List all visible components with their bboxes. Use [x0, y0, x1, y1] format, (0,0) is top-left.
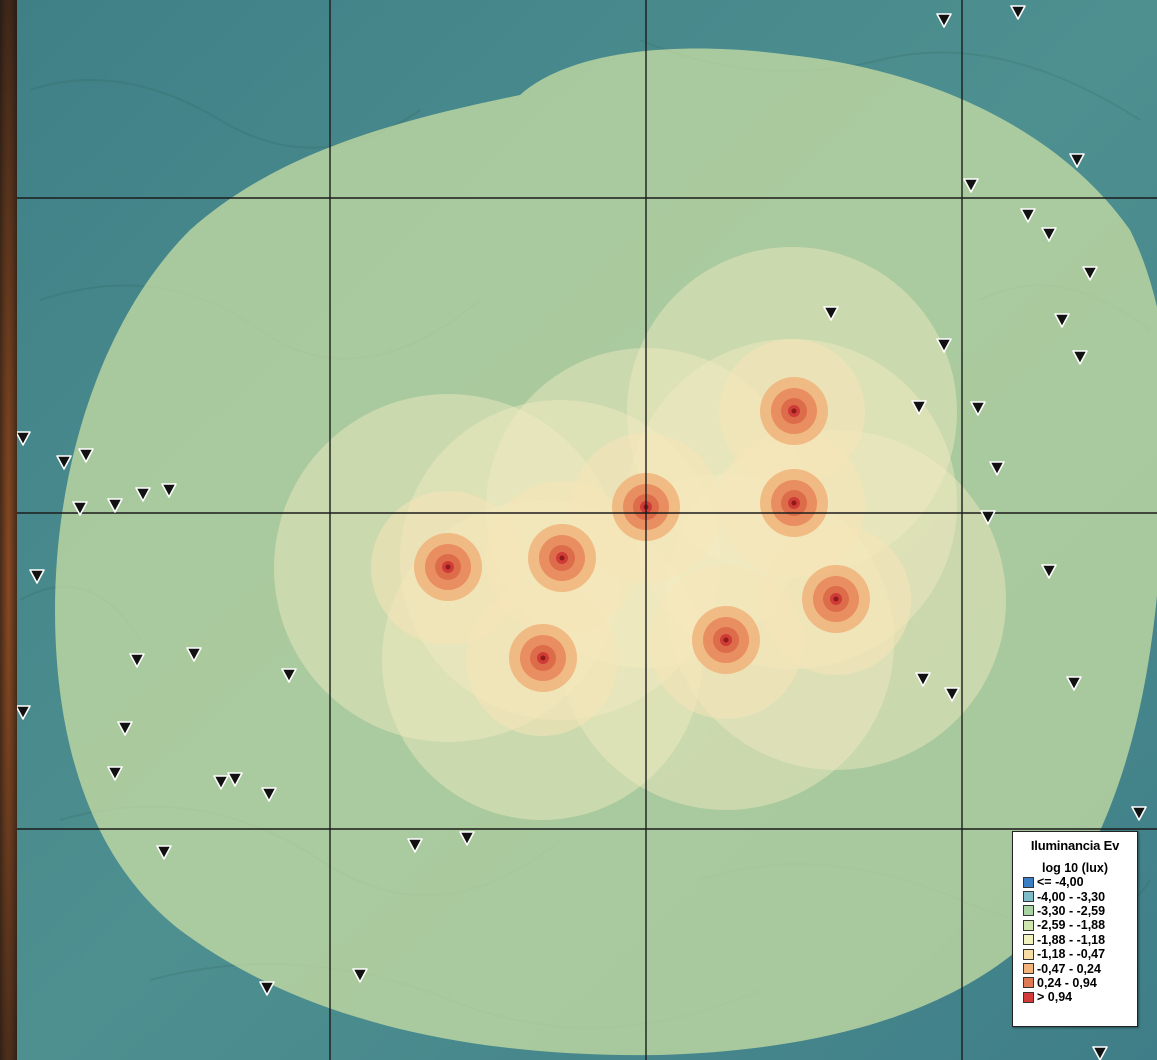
observer-marker-icon [1082, 266, 1098, 281]
legend-label: -1,18 - -0,47 [1037, 947, 1106, 962]
left-photo-strip [0, 0, 17, 1060]
observer-marker-icon [227, 772, 243, 787]
legend-swatch [1023, 963, 1034, 975]
light-source-icon [509, 624, 577, 692]
observer-marker-icon [156, 845, 172, 860]
observer-marker-icon [1066, 676, 1082, 691]
light-source-icon [802, 565, 870, 633]
map-grid [17, 0, 1157, 1060]
legend-item: 0,24 - 0,94 [1023, 976, 1137, 990]
observer-marker-icon [17, 431, 31, 446]
observer-markers [17, 5, 1147, 1060]
observer-marker-icon [72, 501, 88, 516]
observer-marker-icon [56, 455, 72, 470]
observer-marker-icon [936, 338, 952, 353]
legend-swatch [1023, 977, 1034, 989]
legend-label: 0,24 - 0,94 [1037, 975, 1097, 990]
legend-swatch [1023, 934, 1034, 946]
observer-marker-icon [944, 687, 960, 702]
observer-marker-icon [823, 306, 839, 321]
observer-marker-icon [963, 178, 979, 193]
observer-marker-icon [135, 487, 151, 502]
legend-swatch [1023, 905, 1034, 917]
legend-swatch [1023, 991, 1034, 1003]
observer-marker-icon [989, 461, 1005, 476]
light-source-icon [760, 469, 828, 537]
observer-marker-icon [261, 787, 277, 802]
legend-item: -1,88 - -1,18 [1023, 933, 1137, 947]
light-source-icon [760, 377, 828, 445]
observer-marker-icon [915, 672, 931, 687]
observer-marker-icon [29, 569, 45, 584]
light-source-icon [528, 524, 596, 592]
observer-marker-icon [107, 766, 123, 781]
observer-marker-icon [281, 668, 297, 683]
observer-marker-icon [78, 448, 94, 463]
legend-swatch [1023, 891, 1034, 903]
legend-label: <= -4,00 [1037, 875, 1084, 890]
observer-marker-icon [117, 721, 133, 736]
observer-marker-icon [459, 831, 475, 846]
light-source-icon [414, 533, 482, 601]
legend-label: -0,47 - 0,24 [1037, 961, 1101, 976]
observer-marker-icon [1054, 313, 1070, 328]
observer-marker-icon [936, 13, 952, 28]
legend-item: -2,59 - -1,88 [1023, 918, 1137, 932]
legend-swatch [1023, 876, 1034, 888]
legend-items: <= -4,00 -4,00 - -3,30 -3,30 - -2,59 -2,… [1013, 875, 1137, 1005]
legend-item: <= -4,00 [1023, 875, 1137, 889]
observer-marker-icon [1092, 1046, 1108, 1060]
legend-label: -2,59 - -1,88 [1037, 918, 1106, 933]
legend-item: -1,18 - -0,47 [1023, 947, 1137, 961]
light-source-icon [692, 606, 760, 674]
observer-marker-icon [407, 838, 423, 853]
observer-marker-icon [161, 483, 177, 498]
observer-marker-icon [1041, 564, 1057, 579]
legend-label: -3,30 - -2,59 [1037, 903, 1106, 918]
observer-marker-icon [1041, 227, 1057, 242]
legend-item: -3,30 - -2,59 [1023, 904, 1137, 918]
observer-marker-icon [213, 775, 229, 790]
observer-marker-icon [1072, 350, 1088, 365]
legend-swatch [1023, 919, 1034, 931]
observer-marker-icon [980, 510, 996, 525]
legend-label: > 0,94 [1037, 990, 1073, 1005]
legend-item: -0,47 - 0,24 [1023, 961, 1137, 976]
legend-label: -1,88 - -1,18 [1037, 932, 1106, 947]
observer-marker-icon [1131, 806, 1147, 821]
observer-marker-icon [1069, 153, 1085, 168]
observer-marker-icon [17, 705, 31, 720]
observer-marker-icon [129, 653, 145, 668]
legend-label: -4,00 - -3,30 [1037, 889, 1106, 904]
legend: Iluminancia Ev log 10 (lux) <= -4,00 -4,… [1012, 831, 1138, 1027]
legend-swatch [1023, 948, 1034, 960]
legend-title: Iluminancia Ev [1030, 838, 1120, 853]
legend-item: -4,00 - -3,30 [1023, 889, 1137, 904]
observer-marker-icon [107, 498, 123, 513]
legend-subtitle: log 10 (lux) [1042, 861, 1108, 875]
observer-marker-icon [1010, 5, 1026, 20]
legend-item: > 0,94 [1023, 990, 1137, 1004]
observer-marker-icon [970, 401, 986, 416]
observer-marker-icon [259, 981, 275, 996]
observer-marker-icon [186, 647, 202, 662]
observer-marker-icon [1020, 208, 1036, 223]
observer-marker-icon [911, 400, 927, 415]
observer-marker-icon [352, 968, 368, 983]
